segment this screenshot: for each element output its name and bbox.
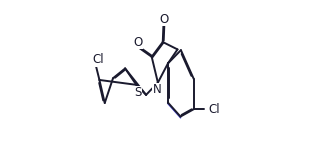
Text: O: O: [159, 13, 168, 26]
Text: Cl: Cl: [92, 53, 104, 66]
Text: O: O: [133, 35, 142, 49]
Text: S: S: [134, 86, 142, 99]
Text: Cl: Cl: [209, 103, 220, 116]
Text: N: N: [153, 83, 162, 97]
